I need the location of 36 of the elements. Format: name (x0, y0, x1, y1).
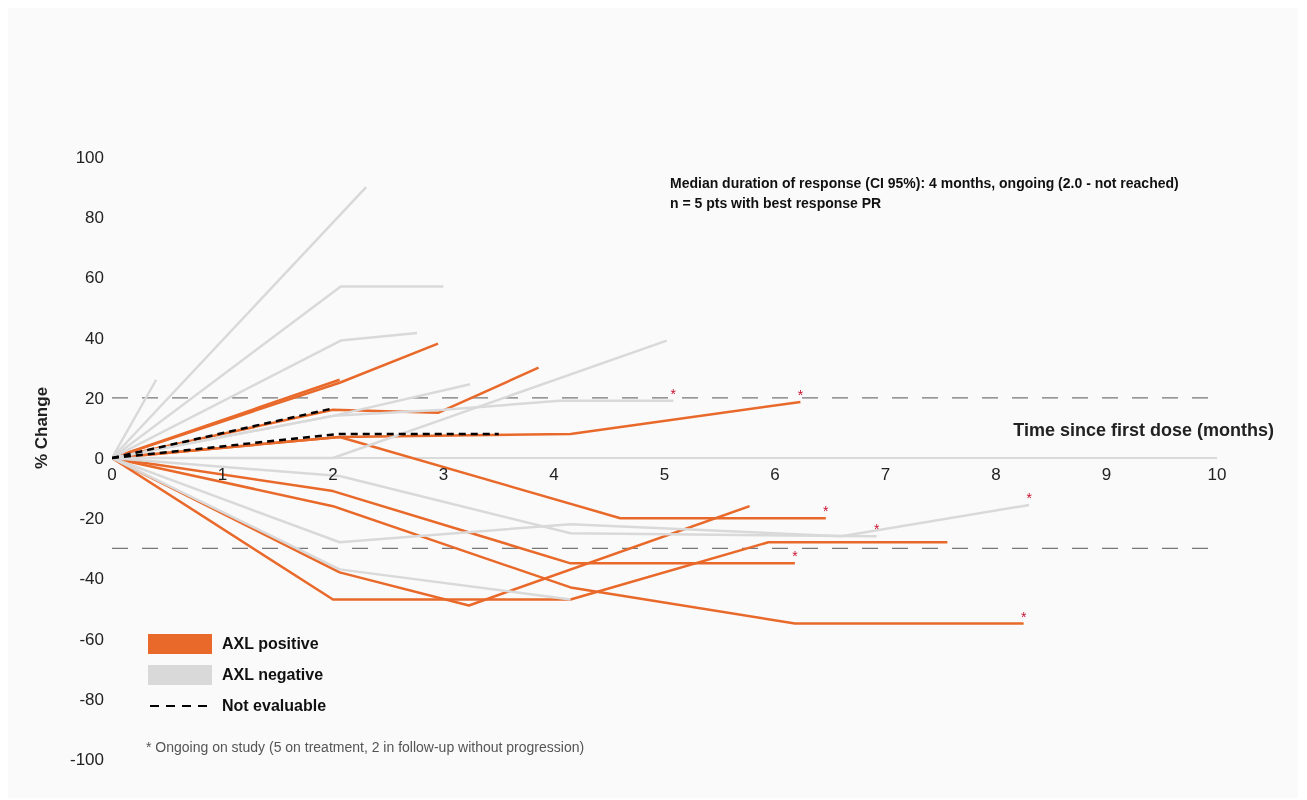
annotation: * Ongoing on study (5 on treatment, 2 in follow-up without progression) (146, 739, 585, 755)
annotation: * (823, 503, 830, 520)
y-tick-label: -60 (79, 629, 104, 649)
x-axis-title: Time since first dose (months) (1013, 420, 1274, 441)
legend-label: AXL positive (222, 634, 319, 653)
y-axis-title: % Change (32, 385, 52, 472)
x-tick-label: 4 (549, 465, 559, 484)
y-tick-label: 0 (94, 449, 104, 469)
x-tick-label: 9 (1101, 465, 1112, 484)
y-tick-label: -40 (79, 569, 104, 589)
y-tick-label: 100 (75, 148, 104, 168)
x-tick-label: 3 (438, 465, 449, 484)
y-tick-label: -100 (69, 750, 104, 770)
annotation: * (797, 387, 804, 404)
annotation: Median duration of response (CI 95%): 4 months, ongoing (2.0 - not reached) (670, 174, 1179, 193)
y-tick-label: -80 (79, 689, 104, 709)
annotation: * (670, 385, 677, 402)
y-tick-label: 20 (85, 388, 104, 408)
legend-label: Not evaluable (222, 696, 327, 715)
x-tick-label: 10 (1207, 465, 1227, 484)
y-tick-label: 80 (85, 208, 104, 228)
y-tick-label: 60 (85, 268, 104, 288)
annotation: * (1026, 489, 1033, 506)
y-tick-label: 40 (85, 328, 104, 348)
x-tick-label: 5 (659, 465, 670, 484)
annotation: * (792, 548, 799, 565)
annotation: * (1020, 608, 1027, 625)
x-tick-label: 2 (328, 465, 338, 484)
annotation: n = 5 pts with best response PR (670, 194, 883, 213)
x-tick-label: 0 (107, 465, 117, 484)
legend-label: AXL negative (222, 665, 324, 684)
y-tick-label: -20 (79, 509, 104, 529)
x-tick-label: 7 (880, 465, 891, 484)
x-tick-label: 6 (770, 465, 780, 484)
x-tick-label: 8 (991, 465, 1001, 484)
annotation: * (873, 521, 880, 538)
